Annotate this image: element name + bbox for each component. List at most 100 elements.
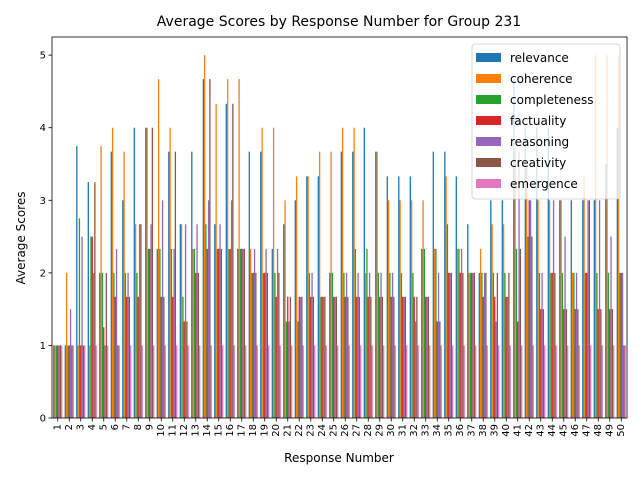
bar-factuality-14 [206, 248, 208, 418]
bar-completeness-21 [285, 321, 288, 418]
bar-factuality-26 [344, 296, 346, 418]
bar-factuality-32 [413, 296, 415, 418]
bar-coherence-21 [284, 200, 286, 418]
y-tick-label: 5 [40, 51, 46, 62]
bar-coherence-5 [100, 145, 102, 419]
bar-emergence-1 [61, 345, 63, 418]
x-tick-label: 48 [593, 424, 604, 437]
bar-creativity-13 [197, 272, 200, 418]
x-tick-label: 21 [282, 424, 293, 437]
bar-factuality-16 [229, 248, 231, 418]
bar-relevance-38 [478, 272, 480, 418]
bar-factuality-39 [494, 296, 496, 418]
bar-emergence-31 [406, 345, 408, 418]
bar-reasoning-8 [138, 224, 141, 418]
bar-creativity-5 [105, 272, 108, 418]
bar-relevance-22 [294, 200, 296, 418]
bar-creativity-44 [554, 272, 556, 418]
bar-completeness-19 [262, 272, 265, 418]
bar-completeness-32 [412, 272, 414, 418]
bar-emergence-48 [601, 345, 603, 418]
bar-reasoning-1 [58, 345, 60, 418]
bar-creativity-34 [439, 321, 441, 418]
x-tick-label: 1 [52, 424, 63, 430]
bar-creativity-33 [427, 296, 430, 418]
bar-relevance-28 [363, 127, 365, 419]
bar-completeness-25 [331, 272, 334, 418]
bar-reasoning-38 [483, 272, 486, 418]
x-tick-label: 34 [432, 424, 443, 437]
bar-coherence-16 [226, 79, 229, 418]
bar-reasoning-41 [518, 151, 520, 418]
bar-factuality-19 [264, 272, 266, 418]
bar-creativity-28 [370, 296, 372, 418]
bar-creativity-9 [151, 127, 154, 419]
bar-reasoning-9 [150, 224, 152, 418]
chart-title: Average Scores by Response Number for Gr… [157, 14, 521, 30]
bar-completeness-24 [320, 296, 322, 418]
bar-creativity-47 [588, 200, 591, 418]
bar-creativity-37 [473, 272, 476, 418]
bar-factuality-31 [402, 296, 404, 418]
bar-emergence-28 [371, 345, 373, 418]
bar-reasoning-18 [253, 248, 256, 418]
bar-creativity-30 [393, 296, 395, 418]
y-tick-label: 3 [40, 196, 46, 207]
bar-coherence-3 [77, 345, 79, 418]
x-tick-label: 10 [156, 424, 167, 437]
bar-creativity-38 [485, 272, 487, 418]
bar-coherence-45 [560, 200, 562, 418]
bar-reasoning-11 [173, 248, 175, 418]
bar-coherence-25 [330, 151, 332, 418]
bar-emergence-11 [176, 345, 178, 418]
legend-label-relevance: relevance [510, 51, 569, 65]
bar-relevance-2 [64, 345, 66, 418]
bar-factuality-41 [517, 321, 519, 418]
bar-completeness-38 [481, 272, 483, 418]
bar-reasoning-4 [92, 272, 95, 418]
bar-completeness-46 [573, 272, 575, 418]
bar-coherence-1 [54, 345, 56, 418]
bar-coherence-44 [548, 200, 551, 418]
x-tick-label: 40 [501, 424, 512, 437]
x-tick-label: 37 [466, 424, 477, 437]
x-tick-label: 42 [524, 424, 535, 437]
bar-completeness-2 [67, 345, 69, 418]
bar-relevance-32 [409, 176, 411, 418]
bar-completeness-17 [239, 248, 242, 418]
bar-factuality-33 [425, 296, 427, 418]
bar-reasoning-6 [115, 248, 118, 418]
legend-swatch-relevance [476, 53, 501, 62]
bar-factuality-50 [620, 272, 622, 418]
bar-emergence-43 [544, 345, 546, 418]
bar-emergence-14 [210, 345, 212, 418]
bar-reasoning-19 [265, 248, 267, 418]
bar-emergence-35 [452, 345, 454, 418]
bar-emergence-27 [360, 345, 362, 418]
bar-creativity-31 [404, 296, 407, 418]
bar-factuality-47 [586, 272, 588, 418]
bar-relevance-25 [329, 272, 331, 418]
x-tick-label: 16 [225, 424, 236, 437]
bar-completeness-15 [216, 248, 219, 418]
bar-creativity-6 [117, 345, 119, 418]
bar-relevance-41 [513, 79, 515, 418]
bar-completeness-49 [607, 272, 610, 418]
bar-completeness-44 [550, 272, 552, 418]
bar-completeness-5 [101, 272, 104, 418]
x-tick-label: 27 [351, 424, 362, 437]
bar-emergence-7 [130, 345, 132, 418]
bar-factuality-48 [597, 309, 599, 418]
x-tick-label: 33 [420, 424, 431, 437]
x-tick-label: 28 [363, 424, 374, 437]
x-tick-label: 30 [386, 424, 397, 437]
bar-reasoning-14 [207, 200, 210, 418]
bar-completeness-10 [159, 248, 161, 418]
bar-completeness-30 [389, 272, 391, 418]
bar-completeness-31 [400, 272, 403, 418]
bar-creativity-48 [600, 309, 602, 418]
bar-creativity-45 [565, 309, 568, 418]
bar-relevance-48 [593, 200, 595, 418]
bar-completeness-37 [469, 272, 472, 418]
bar-emergence-2 [72, 345, 74, 418]
